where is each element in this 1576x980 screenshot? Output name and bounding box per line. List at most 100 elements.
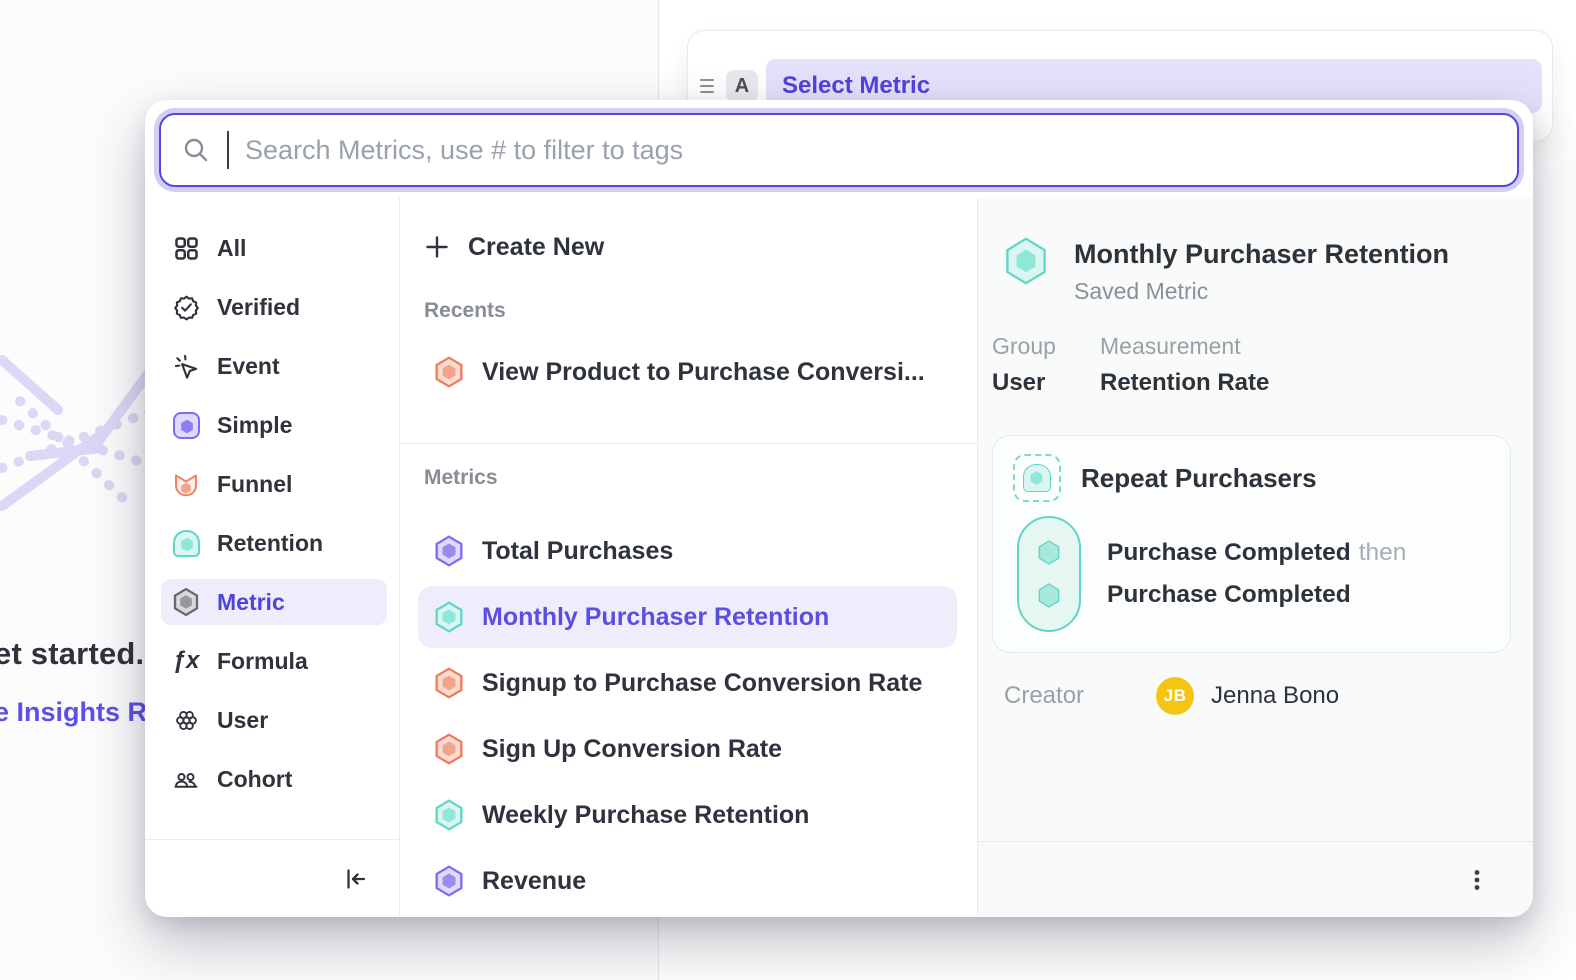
sidebar-item-simple[interactable]: Simple xyxy=(161,402,387,448)
search-box[interactable] xyxy=(159,113,1519,187)
simple-metric-icon xyxy=(171,410,201,440)
funnel-metric-icon xyxy=(434,356,464,388)
sidebar-item-cohort[interactable]: Cohort xyxy=(161,756,387,802)
event-cursor-icon xyxy=(171,351,201,381)
list-item[interactable]: Signup to Purchase Conversion Rate xyxy=(418,652,957,714)
create-new-button[interactable]: Create New xyxy=(418,227,957,267)
select-metric-label: Select Metric xyxy=(782,72,930,100)
recents-section-label: Recents xyxy=(424,299,957,327)
simple-metric-icon xyxy=(434,865,464,897)
preview-title: Monthly Purchaser Retention xyxy=(1074,237,1449,271)
user-cluster-icon xyxy=(171,705,201,735)
plus-icon xyxy=(424,234,450,260)
metric-picker-modal: All Verified Event Simple xyxy=(145,100,1533,917)
list-item-selected[interactable]: Monthly Purchaser Retention xyxy=(418,586,957,648)
search-input[interactable] xyxy=(245,135,1497,166)
step-event: Purchase Completed xyxy=(1107,581,1351,608)
sidebar-item-label: All xyxy=(217,235,246,262)
list-item[interactable]: Revenue xyxy=(418,850,957,912)
sidebar-item-label: Simple xyxy=(217,412,292,439)
formula-icon: ƒx xyxy=(171,646,201,676)
more-options-button[interactable] xyxy=(1457,860,1497,900)
meta-label-measurement: Measurement xyxy=(1100,333,1269,360)
preview-meta: Group User Measurement Retention Rate xyxy=(992,333,1511,397)
sidebar-item-retention[interactable]: Retention xyxy=(161,520,387,566)
behavior-icon xyxy=(1013,454,1061,502)
background-link-fragment[interactable]: e Insights Re xyxy=(0,697,162,728)
metric-hexagon-icon xyxy=(171,587,201,617)
metric-letter-badge: A xyxy=(726,70,758,102)
sidebar-item-label: Verified xyxy=(217,294,300,321)
creator-name: Jenna Bono xyxy=(1211,682,1339,710)
metric-preview-panel: Monthly Purchaser Retention Saved Metric… xyxy=(978,197,1533,917)
sidebar-item-metric[interactable]: Metric xyxy=(161,579,387,625)
list-item-label: View Product to Purchase Conversi... xyxy=(482,358,925,387)
sidebar-item-label: Cohort xyxy=(217,766,292,793)
avatar: JB xyxy=(1156,677,1194,715)
sidebar-item-label: Metric xyxy=(217,589,285,616)
sidebar-item-label: Event xyxy=(217,353,280,380)
step-connector: then xyxy=(1359,539,1407,566)
list-item[interactable]: Weekly Purchase Retention xyxy=(418,784,957,846)
background-headline-fragment: et started. xyxy=(0,636,144,672)
drag-handle-icon[interactable] xyxy=(696,79,718,93)
funnel-metric-icon xyxy=(434,667,464,699)
list-item-label: Weekly Purchase Retention xyxy=(482,801,809,830)
sidebar-item-label: Formula xyxy=(217,648,308,675)
preview-subtitle: Saved Metric xyxy=(1074,278,1449,305)
list-item[interactable]: Total Purchases xyxy=(418,520,957,582)
collapse-sidebar-button[interactable] xyxy=(335,859,375,899)
retention-icon xyxy=(171,528,201,558)
sidebar-item-label: Funnel xyxy=(217,471,292,498)
sequence-capsule-icon xyxy=(1017,516,1081,632)
create-new-label: Create New xyxy=(468,233,604,262)
list-item-label: Signup to Purchase Conversion Rate xyxy=(482,669,922,698)
definition-card: Repeat Purchasers Purchase Completed then… xyxy=(992,435,1511,653)
funnel-metric-icon xyxy=(434,733,464,765)
retention-metric-icon xyxy=(1004,237,1048,285)
sidebar-footer xyxy=(145,839,399,917)
filter-sidebar: All Verified Event Simple xyxy=(145,197,400,917)
sidebar-item-all[interactable]: All xyxy=(161,225,387,271)
sidebar-item-event[interactable]: Event xyxy=(161,343,387,389)
search-icon xyxy=(181,135,211,165)
kebab-menu-icon xyxy=(1463,866,1491,894)
section-divider xyxy=(400,443,977,444)
funnel-icon xyxy=(171,469,201,499)
metrics-section-label: Metrics xyxy=(424,466,957,494)
sidebar-item-verified[interactable]: Verified xyxy=(161,284,387,330)
list-item[interactable]: View Product to Purchase Conversi... xyxy=(418,341,957,403)
list-item-label: Monthly Purchaser Retention xyxy=(482,603,829,632)
meta-label-group: Group xyxy=(992,333,1084,360)
behavior-name: Repeat Purchasers xyxy=(1081,463,1317,494)
text-cursor xyxy=(227,131,229,169)
list-item-label: Total Purchases xyxy=(482,537,673,566)
step-line: Purchase Completed xyxy=(1107,581,1406,609)
sidebar-item-label: Retention xyxy=(217,530,323,557)
meta-value-group: User xyxy=(992,369,1084,397)
search-area xyxy=(145,100,1533,197)
preview-footer xyxy=(978,841,1533,917)
sidebar-item-label: User xyxy=(217,707,268,734)
list-item[interactable]: Sign Up Conversion Rate xyxy=(418,718,957,780)
list-item-label: Revenue xyxy=(482,867,586,896)
event-hexagon-icon xyxy=(1038,583,1061,608)
sidebar-item-user[interactable]: User xyxy=(161,697,387,743)
simple-metric-icon xyxy=(434,535,464,567)
list-item-label: Sign Up Conversion Rate xyxy=(482,735,782,764)
grid-icon xyxy=(171,233,201,263)
creator-label: Creator xyxy=(1004,682,1156,710)
verified-badge-icon xyxy=(171,292,201,322)
sidebar-item-formula[interactable]: ƒx Formula xyxy=(161,638,387,684)
sidebar-item-funnel[interactable]: Funnel xyxy=(161,461,387,507)
event-hexagon-icon xyxy=(1038,540,1061,565)
metric-list-panel: Create New Recents View Product to Purch… xyxy=(400,197,978,917)
collapse-left-icon xyxy=(341,865,369,893)
metrics-list: Total Purchases Monthly Purchaser Retent… xyxy=(418,520,957,916)
step-line: Purchase Completed then xyxy=(1107,539,1406,567)
meta-value-measurement: Retention Rate xyxy=(1100,369,1269,397)
step-event: Purchase Completed xyxy=(1107,539,1351,566)
creator-row: Creator JB Jenna Bono xyxy=(1004,677,1511,715)
cohort-icon xyxy=(171,764,201,794)
preview-header: Monthly Purchaser Retention Saved Metric xyxy=(1004,237,1511,305)
